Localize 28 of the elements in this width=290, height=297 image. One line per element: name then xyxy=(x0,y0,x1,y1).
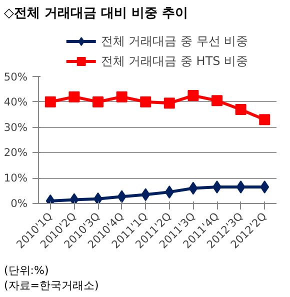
point xyxy=(259,114,270,126)
point xyxy=(140,96,152,108)
point xyxy=(44,96,56,108)
point xyxy=(92,96,104,108)
legend-label: 전체 거래대금 중 HTS 비중 xyxy=(100,52,248,70)
point xyxy=(94,192,102,204)
point xyxy=(212,95,222,106)
point xyxy=(117,190,126,204)
point xyxy=(236,180,246,194)
y-tick-label: 50% xyxy=(4,70,28,84)
point xyxy=(68,91,80,102)
chart-title: ◇전체 거래대금 대비 비중 추이 xyxy=(4,5,188,23)
y-tick-label: 30% xyxy=(4,120,28,134)
text: (단위:%) xyxy=(4,264,49,277)
point xyxy=(164,98,175,109)
y-tick-label: 0% xyxy=(10,197,28,210)
y-tick-label: 10% xyxy=(4,172,28,185)
point xyxy=(116,91,128,102)
legend-label: 전체 거래대금 중 무선 비중 xyxy=(100,32,248,50)
text: (자료=한국거래소) xyxy=(4,279,99,292)
point xyxy=(260,180,270,194)
point xyxy=(188,90,199,102)
point xyxy=(188,182,198,195)
point xyxy=(164,186,174,199)
point xyxy=(141,188,150,202)
y-tick-label: 40% xyxy=(4,95,28,108)
point xyxy=(235,104,246,116)
y-tick-label: 20% xyxy=(4,146,28,160)
